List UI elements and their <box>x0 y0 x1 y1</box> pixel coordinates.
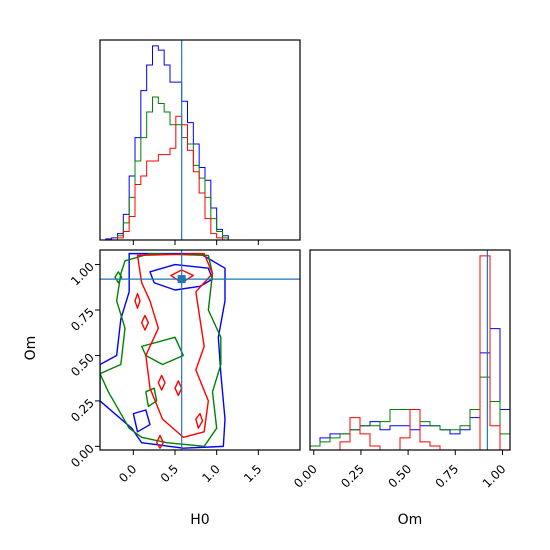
contour-12 <box>174 380 183 397</box>
hist-om-x-tick-label-4: 1.00 <box>480 462 509 491</box>
contour-x-tick-label-2: 1.0 <box>199 462 222 485</box>
contour-4 <box>114 271 123 284</box>
hist-h0-series-2 <box>100 115 252 241</box>
contour-7 <box>136 252 214 438</box>
hist-om-x-tick-label-1: 0.25 <box>338 462 367 491</box>
hist-om-frame <box>309 249 511 451</box>
contour-x-tick-label-1: 0.5 <box>158 462 181 485</box>
contour-x-tick-label-0: 0.0 <box>116 462 139 485</box>
contour-5 <box>140 336 185 366</box>
x-axis-label-h0: H0 <box>190 512 209 528</box>
hist-om-x-tick-label-2: 0.50 <box>385 462 414 491</box>
contour-11 <box>157 374 166 391</box>
contour-0 <box>100 252 226 449</box>
contour-y-tick-label-1: 0.25 <box>68 396 97 425</box>
contour-x-tick-label-3: 1.5 <box>241 462 264 485</box>
contour-10 <box>140 314 150 331</box>
contour-9 <box>134 292 141 309</box>
contour-1 <box>149 263 214 291</box>
contour-3 <box>100 252 222 448</box>
contour-y-tick-label-0: 0.00 <box>68 441 97 470</box>
contour-y-tick-label-2: 0.50 <box>68 351 97 380</box>
contour-frame <box>99 249 301 451</box>
hist-om-x-tick-label-3: 0.75 <box>433 462 462 491</box>
x-axis-label-om: Om <box>398 512 423 528</box>
hist-om-x-tick-label-0: 0.00 <box>291 462 320 491</box>
hist-h0-series-1 <box>100 96 252 241</box>
contour-2 <box>132 409 151 433</box>
panel-contour-h0-om: 0.0 0.5 1.0 1.5 0.00 0.25 0.50 0.75 1.00 <box>68 249 301 485</box>
contour-truth-marker <box>177 275 186 284</box>
contour-y-tick-label-3: 0.75 <box>68 305 97 334</box>
hist-h0-series-0 <box>100 45 252 241</box>
panel-histogram-h0 <box>99 39 301 245</box>
hist-om-series-2 <box>310 255 510 451</box>
hist-h0-frame <box>99 39 301 241</box>
y-axis-label-om: Om <box>23 336 39 361</box>
contour-lines <box>100 252 226 449</box>
panel-histogram-om: 0.00 0.25 0.50 0.75 1.00 <box>291 249 511 491</box>
contour-14 <box>155 434 165 449</box>
contour-6 <box>145 387 158 408</box>
contour-y-tick-label-4: 1.00 <box>68 260 97 289</box>
contour-13 <box>195 412 204 429</box>
